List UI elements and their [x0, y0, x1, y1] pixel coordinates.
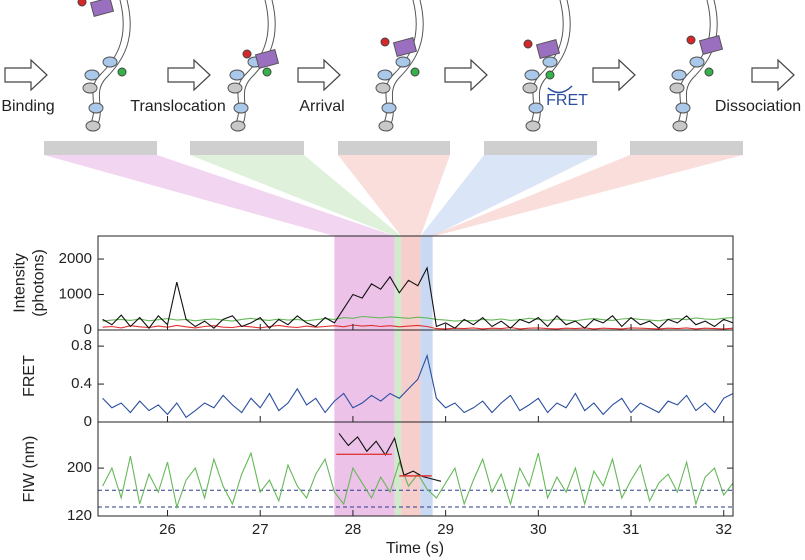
- x-axis-label: Time (s): [386, 540, 444, 557]
- y-axis-label: (photons): [31, 249, 48, 317]
- x-tick-label: 29: [437, 521, 454, 538]
- domain: [671, 69, 687, 81]
- red-dye: [523, 39, 533, 49]
- y-axis-label: Intensity: [12, 253, 29, 313]
- arrow: [297, 58, 341, 92]
- domain: [377, 69, 393, 81]
- fan: [338, 155, 450, 236]
- arrow: [592, 58, 636, 92]
- motor: [254, 49, 280, 69]
- domain: [542, 56, 558, 68]
- stage-label: Arrival: [299, 98, 344, 115]
- domain: [230, 120, 246, 132]
- trace: [338, 433, 442, 482]
- domain: [675, 102, 691, 114]
- y-tick-label: 2000: [59, 250, 92, 267]
- trace: [102, 315, 734, 322]
- domain: [378, 120, 394, 132]
- highlight-region: [394, 236, 402, 516]
- domain: [88, 102, 104, 114]
- x-tick-label: 30: [530, 521, 547, 538]
- fret-arrow: [547, 85, 573, 94]
- domain: [84, 69, 100, 81]
- domain: [82, 82, 98, 94]
- stage-label: Translocation: [130, 98, 225, 115]
- stage-bar: [44, 141, 157, 155]
- domain: [85, 120, 101, 132]
- motor: [535, 39, 561, 59]
- highlight-region: [401, 236, 421, 516]
- stage-label: FRET: [546, 92, 588, 109]
- arrow: [444, 58, 488, 92]
- x-tick-label: 26: [159, 521, 176, 538]
- arrow: [4, 58, 48, 92]
- stage-bar: [190, 141, 304, 155]
- domain: [524, 69, 540, 81]
- stage-bar: [338, 141, 450, 155]
- motor: [698, 35, 724, 55]
- domain: [528, 102, 544, 114]
- domain: [102, 56, 118, 68]
- red-dye: [686, 35, 696, 45]
- green-dye: [262, 67, 272, 77]
- stage-bar: [630, 141, 743, 155]
- motor: [392, 37, 418, 57]
- y-tick-label: 120: [67, 507, 92, 524]
- stage-label: Dissociation: [715, 98, 801, 115]
- y-tick-label: 0: [84, 413, 92, 430]
- trace: [102, 324, 734, 330]
- domain: [689, 56, 705, 68]
- panel-frame: [97, 421, 734, 517]
- domain: [672, 120, 688, 132]
- domain: [381, 102, 397, 114]
- green-dye: [704, 67, 714, 77]
- trace: [102, 353, 734, 419]
- domain: [227, 82, 243, 94]
- y-tick-label: 1000: [59, 285, 92, 302]
- y-tick-label: 0.4: [71, 375, 92, 392]
- domain: [525, 120, 541, 132]
- background-layer: Binding Translocation Arrival FRET Dissociat…: [1, 0, 801, 516]
- domain: [233, 102, 249, 114]
- fan: [420, 155, 597, 236]
- x-tick-label: 27: [252, 521, 269, 538]
- x-tick-label: 28: [345, 521, 362, 538]
- foreground-layer: 0 1000 2000 Intensity (photons) 0 0.4 0.8 FRET 12…: [12, 235, 734, 538]
- red-dye: [380, 37, 390, 47]
- arrow: [751, 58, 795, 92]
- red-dye: [77, 0, 87, 7]
- fan: [44, 155, 395, 236]
- y-axis-label: FIW (nm): [21, 436, 38, 503]
- y-tick-label: 200: [67, 459, 92, 476]
- fan: [190, 155, 402, 236]
- stage-bar: [484, 141, 597, 155]
- x-tick-label: 32: [715, 521, 732, 538]
- x-tick-label: 31: [623, 521, 640, 538]
- domain: [395, 56, 411, 68]
- y-axis-label: FRET: [21, 355, 38, 397]
- green-dye: [117, 67, 127, 77]
- trace: [102, 266, 734, 330]
- stage-label: Binding: [1, 98, 54, 115]
- domain: [229, 69, 245, 81]
- y-tick-label: 0: [84, 321, 92, 338]
- red-dye: [242, 49, 252, 59]
- highlight-region: [420, 236, 433, 516]
- motor: [89, 0, 115, 17]
- green-dye: [410, 67, 420, 77]
- green-dye: [545, 70, 555, 80]
- fan: [430, 155, 743, 236]
- domain: [522, 82, 538, 94]
- domain: [375, 82, 391, 94]
- arrow: [167, 58, 211, 92]
- domain: [669, 82, 685, 94]
- y-tick-label: 0.8: [71, 337, 92, 354]
- highlight-region: [334, 236, 395, 516]
